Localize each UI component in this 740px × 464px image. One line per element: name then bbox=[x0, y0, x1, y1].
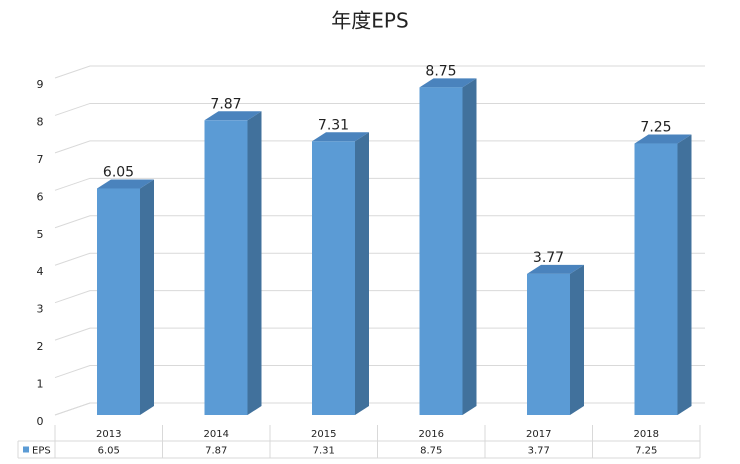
grid-line bbox=[54, 140, 705, 154]
grid-line bbox=[54, 327, 705, 341]
x-tick-label: 2018 bbox=[634, 429, 659, 440]
y-tick-label: 3 bbox=[37, 303, 44, 316]
x-tick-label: 2015 bbox=[311, 429, 336, 440]
data-label: 3.77 bbox=[533, 250, 564, 266]
bar bbox=[634, 143, 678, 415]
bar-top bbox=[312, 132, 369, 142]
grid-line bbox=[54, 215, 705, 229]
bar bbox=[97, 188, 140, 415]
bar-side bbox=[355, 132, 369, 415]
y-tick-label: 8 bbox=[37, 115, 44, 128]
bar-top bbox=[97, 179, 154, 189]
bar-top bbox=[634, 134, 692, 144]
bar bbox=[527, 273, 570, 415]
bar bbox=[204, 120, 248, 415]
data-label: 6.05 bbox=[103, 164, 134, 180]
y-tick-label: 6 bbox=[37, 190, 44, 203]
grid-line bbox=[54, 102, 705, 116]
grid-line bbox=[54, 290, 705, 304]
x-tick-label: 2013 bbox=[96, 429, 121, 440]
x-tick-label: 2016 bbox=[419, 429, 444, 440]
bar bbox=[312, 141, 355, 415]
data-label: 7.25 bbox=[640, 120, 671, 136]
y-tick-label: 2 bbox=[37, 340, 44, 353]
bar-side bbox=[247, 111, 262, 415]
bar-top bbox=[204, 111, 262, 121]
data-label: 7.31 bbox=[318, 117, 349, 133]
legend-swatch bbox=[23, 446, 29, 453]
table-value: 7.25 bbox=[635, 446, 657, 457]
bar-side bbox=[140, 179, 154, 415]
table-value: 6.05 bbox=[98, 446, 120, 457]
grid-line bbox=[54, 177, 705, 191]
y-tick-label: 9 bbox=[37, 78, 44, 91]
y-tick-label: 0 bbox=[37, 415, 44, 428]
bar-side bbox=[677, 134, 692, 415]
x-tick-label: 2017 bbox=[526, 429, 551, 440]
y-tick-label: 5 bbox=[37, 228, 44, 241]
y-tick-label: 1 bbox=[37, 378, 44, 391]
x-tick-label: 2014 bbox=[204, 429, 229, 440]
table-value: 7.31 bbox=[313, 446, 335, 457]
bar-side bbox=[570, 264, 584, 415]
table-value: 3.77 bbox=[528, 446, 550, 457]
data-label: 7.87 bbox=[210, 96, 241, 112]
table-border bbox=[17, 440, 700, 459]
y-tick-label: 7 bbox=[37, 153, 44, 166]
chart-title: 年度EPS bbox=[331, 9, 408, 33]
data-label: 8.75 bbox=[425, 63, 456, 79]
bar-top bbox=[527, 264, 584, 274]
table-value: 8.75 bbox=[420, 446, 442, 457]
grid-line bbox=[54, 65, 705, 79]
table-value: 7.87 bbox=[205, 446, 227, 457]
y-tick-label: 4 bbox=[37, 265, 44, 278]
bar-side bbox=[462, 78, 477, 415]
grid-line bbox=[54, 252, 705, 266]
bar-top bbox=[419, 78, 477, 88]
bar bbox=[419, 87, 463, 415]
legend-label: EPS bbox=[32, 446, 51, 457]
grid-line bbox=[54, 365, 705, 379]
grid-line bbox=[54, 402, 705, 416]
